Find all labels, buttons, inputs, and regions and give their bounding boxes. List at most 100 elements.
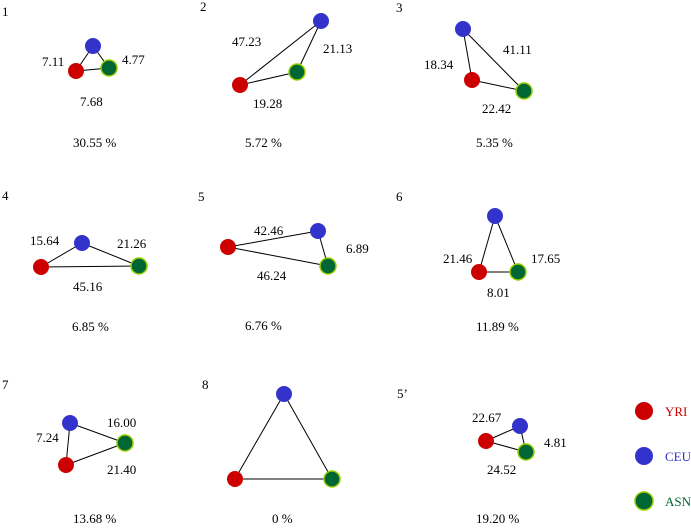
edge-yri-ceu xyxy=(239,20,322,86)
edge-label-ceu-asn: 41.11 xyxy=(503,42,532,57)
edge-ceu-asn xyxy=(296,20,322,73)
edge-ceu-asn xyxy=(462,28,525,92)
panel-1: 1 7.11 4.77 7.68 30.55 % xyxy=(2,4,145,150)
node-yri xyxy=(58,457,74,473)
edge-yri-asn xyxy=(40,265,140,268)
node-ceu xyxy=(62,415,78,431)
panel-percentage: 0 % xyxy=(272,511,293,526)
panel-4: 4 15.64 21.26 45.16 6.85 % xyxy=(2,188,148,334)
node-yri xyxy=(232,77,248,93)
panel-number: 5 xyxy=(198,189,205,204)
panel-percentage: 5.35 % xyxy=(476,135,513,150)
panel-percentage: 5.72 % xyxy=(245,135,282,150)
edge-yri-ceu xyxy=(227,230,319,248)
panel-percentage: 19.20 % xyxy=(476,511,520,526)
node-ceu xyxy=(487,208,503,224)
node-ceu xyxy=(276,386,292,402)
edge-label-yri-asn: 19.28 xyxy=(253,96,282,111)
legend-label-ceu: CEU xyxy=(665,449,691,464)
edge-label-ceu-asn: 6.89 xyxy=(346,241,369,256)
edge-yri-asn xyxy=(471,79,525,92)
node-yri xyxy=(68,63,84,79)
node-asn xyxy=(517,443,535,461)
node-ceu xyxy=(512,418,528,434)
edge-label-ceu-asn: 4.81 xyxy=(544,435,567,450)
edge-label-yri-asn: 46.24 xyxy=(257,268,287,283)
edge-ceu-asn xyxy=(494,215,519,273)
edge-ceu-asn xyxy=(283,393,333,480)
panel-number: 7 xyxy=(2,377,9,392)
node-asn xyxy=(100,59,118,77)
node-ceu xyxy=(74,235,90,251)
edge-label-yri-ceu: 21.46 xyxy=(443,251,473,266)
legend-marker-yri xyxy=(635,402,653,420)
edge-yri-ceu xyxy=(234,393,285,480)
edge-yri-asn xyxy=(239,71,298,86)
legend-label-asn: ASN xyxy=(665,494,691,509)
panel-7: 7 7.24 16.00 21.40 13.68 % xyxy=(2,377,136,526)
edge-label-yri-asn: 8.01 xyxy=(487,285,510,300)
edge-label-ceu-asn: 17.65 xyxy=(531,251,560,266)
panel-percentage: 13.68 % xyxy=(73,511,117,526)
node-yri xyxy=(471,264,487,280)
panel-percentage: 11.89 % xyxy=(476,319,519,334)
legend-label-yri: YRI xyxy=(665,404,687,419)
edge-label-yri-ceu: 7.24 xyxy=(36,430,59,445)
edge-ceu-asn xyxy=(81,242,140,267)
panel-percentage: 30.55 % xyxy=(73,135,117,150)
edge-label-ceu-asn: 21.13 xyxy=(323,41,352,56)
panel-number: 2 xyxy=(200,0,207,14)
node-ceu xyxy=(313,13,329,29)
panel-number: 1 xyxy=(2,4,9,19)
node-asn xyxy=(130,257,148,275)
edge-yri-asn xyxy=(65,442,126,466)
panel-9: 5’ 22.67 4.81 24.52 19.20 % xyxy=(397,386,567,526)
node-ceu xyxy=(85,38,101,54)
panel-percentage: 6.76 % xyxy=(245,318,282,333)
edge-label-yri-ceu: 7.11 xyxy=(42,54,64,69)
node-ceu xyxy=(310,223,326,239)
edge-label-yri-ceu: 42.46 xyxy=(254,223,284,238)
node-asn xyxy=(116,434,134,452)
panel-6: 6 21.46 17.65 8.01 11.89 % xyxy=(396,189,560,334)
node-yri xyxy=(33,259,49,275)
panel-number: 3 xyxy=(396,0,403,15)
node-asn xyxy=(319,257,337,275)
edge-label-yri-ceu: 22.67 xyxy=(472,410,502,425)
node-yri xyxy=(478,433,494,449)
edge-label-yri-ceu: 18.34 xyxy=(424,57,454,72)
panel-number: 5’ xyxy=(397,386,408,401)
edge-label-yri-asn: 7.68 xyxy=(80,94,103,109)
node-yri xyxy=(220,239,236,255)
node-yri xyxy=(464,72,480,88)
panel-8: 8 0 % xyxy=(202,377,341,526)
panel-2: 2 47.23 21.13 19.28 5.72 % xyxy=(200,0,352,150)
panel-number: 4 xyxy=(2,188,9,203)
edge-ceu-asn xyxy=(69,422,126,444)
edge-label-yri-asn: 22.42 xyxy=(482,101,511,116)
edge-label-ceu-asn: 21.26 xyxy=(117,236,147,251)
edge-label-yri-asn: 21.40 xyxy=(107,462,136,477)
panel-5: 5 42.46 6.89 46.24 6.76 % xyxy=(198,189,369,333)
edge-label-yri-ceu: 15.64 xyxy=(30,233,60,248)
edge-yri-asn xyxy=(227,246,329,267)
node-ceu xyxy=(455,21,471,37)
panel-percentage: 6.85 % xyxy=(72,319,109,334)
node-yri xyxy=(227,471,243,487)
node-asn xyxy=(323,470,341,488)
edge-yri-ceu xyxy=(462,28,473,81)
edge-label-ceu-asn: 4.77 xyxy=(122,52,145,67)
panel-number: 8 xyxy=(202,377,209,392)
edge-label-yri-asn: 24.52 xyxy=(487,462,516,477)
edge-label-ceu-asn: 16.00 xyxy=(107,415,136,430)
panel-number: 6 xyxy=(396,189,403,204)
node-asn xyxy=(288,63,306,81)
edge-yri-ceu xyxy=(478,215,496,273)
edge-label-yri-ceu: 47.23 xyxy=(232,34,261,49)
legend-marker-ceu xyxy=(635,447,653,465)
edge-label-yri-asn: 45.16 xyxy=(73,279,103,294)
node-asn xyxy=(509,263,527,281)
panel-3: 3 18.34 41.11 22.42 5.35 % xyxy=(396,0,533,150)
legend: YRI CEU ASN xyxy=(634,402,691,511)
